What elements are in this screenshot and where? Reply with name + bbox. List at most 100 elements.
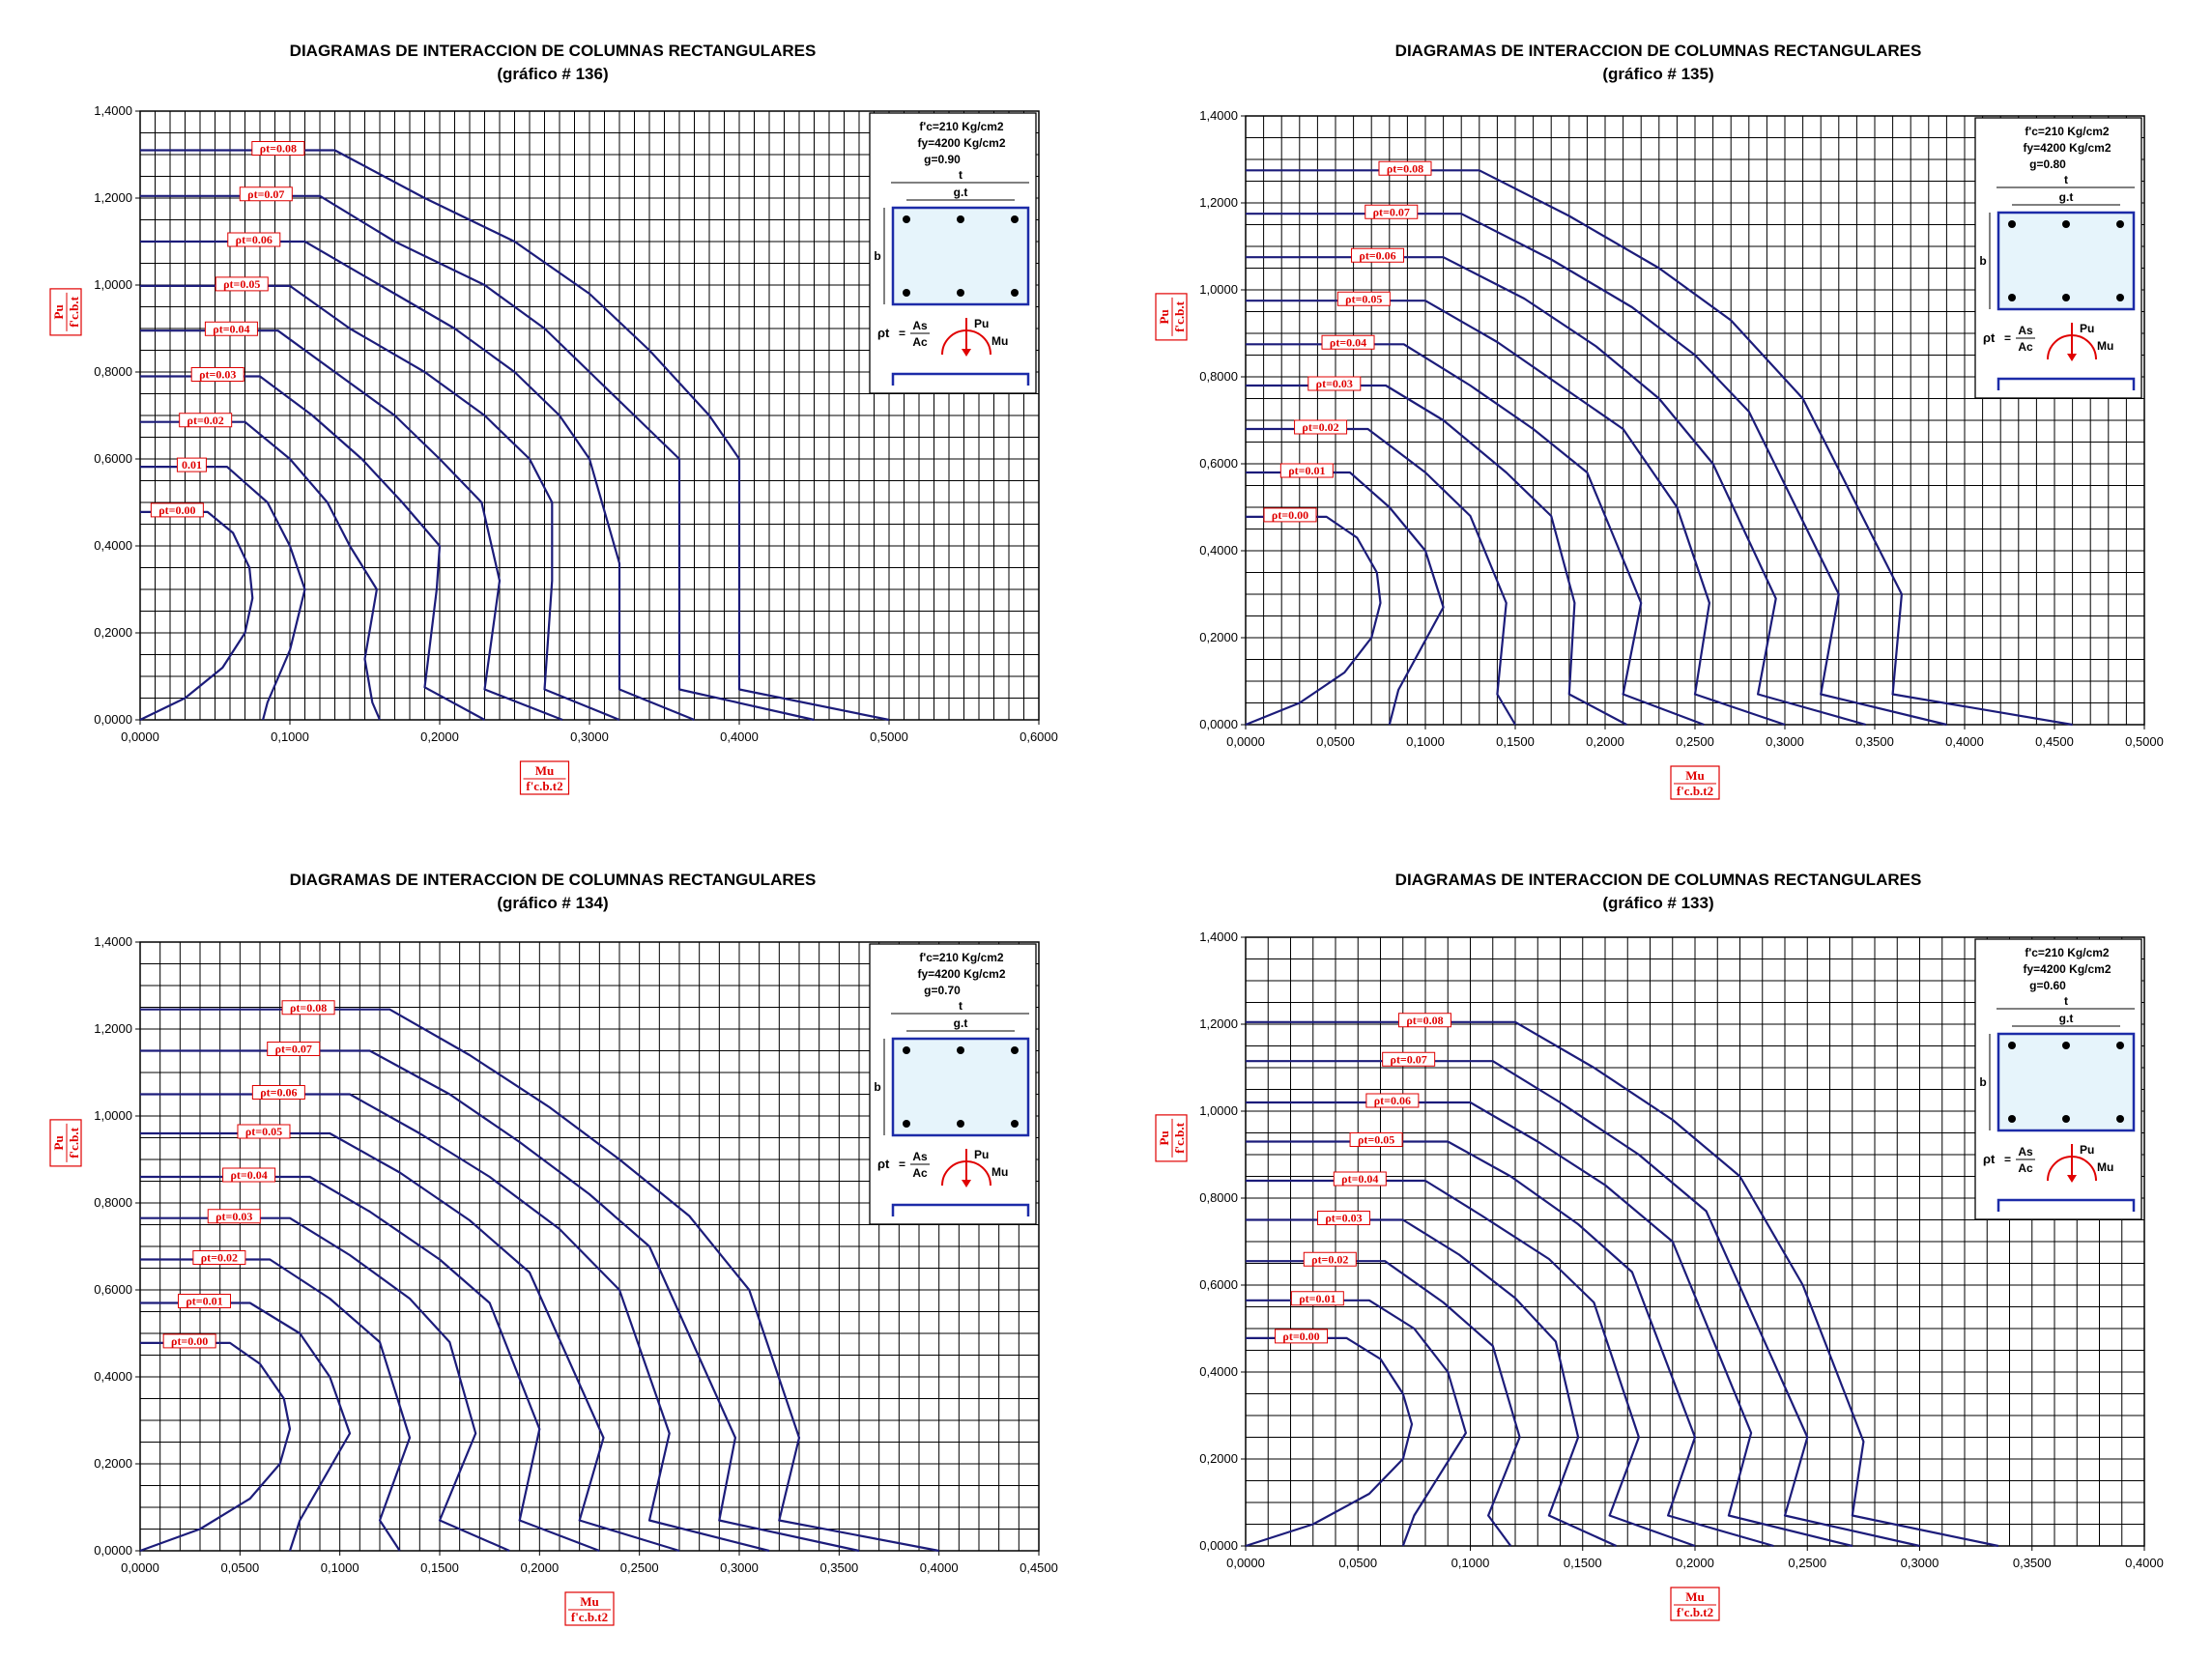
- dim-label-b: b: [1979, 1075, 1986, 1089]
- y-axis-label-den: f'c.b.t: [1172, 300, 1187, 331]
- series-label-box: [239, 186, 293, 202]
- rebar-dot: [903, 289, 910, 297]
- x-tick-label: 0,4000: [920, 1560, 959, 1575]
- series-label: ρt=0.08: [1378, 160, 1432, 176]
- series-label-box: [222, 1167, 276, 1183]
- series-line: [1246, 427, 1516, 726]
- y-axis-label-num: Pu: [51, 304, 66, 319]
- rebar-dot: [2116, 1115, 2124, 1123]
- mu-label: Mu: [991, 334, 1008, 348]
- legend-fc: f'c=210 Kg/cm2: [919, 120, 1004, 133]
- series-line: [1245, 1336, 1414, 1548]
- rho-den: Ac: [912, 1166, 928, 1180]
- dim-label-gt: g.t: [2059, 1012, 2074, 1025]
- x-axis-label-den: f'c.b.t2: [571, 1610, 608, 1624]
- chart-svg: DIAGRAMAS DE INTERACCION DE COLUMNAS REC…: [1155, 871, 2164, 1621]
- series-label-text: ρt=0.00: [158, 503, 195, 517]
- series-label-box: [204, 321, 258, 336]
- y-tick-label: 0,2000: [1199, 1451, 1238, 1466]
- series-label: ρt=0.01: [1290, 1291, 1344, 1306]
- series-label: ρt=0.07: [1382, 1051, 1436, 1067]
- chart-subtitle: (gráfico # 134): [497, 894, 608, 912]
- x-tick-label: 0,0000: [121, 1560, 159, 1575]
- x-tick-label: 0,2500: [1788, 1556, 1826, 1570]
- mu-arc: [941, 1160, 991, 1187]
- y-axis-label: Pu f'c.b.t: [1155, 1114, 1188, 1162]
- rebar-dot: [2008, 220, 2016, 228]
- series-label-text: ρt=0.01: [1288, 464, 1325, 477]
- chart-title: DIAGRAMAS DE INTERACCION DE COLUMNAS REC…: [290, 871, 817, 889]
- series-label: ρt=0.04: [1333, 1171, 1387, 1187]
- chart-title: DIAGRAMAS DE INTERACCION DE COLUMNAS REC…: [290, 42, 817, 60]
- chart-subtitle: (gráfico # 135): [1602, 65, 1713, 83]
- series-label-text: ρt=0.07: [275, 1043, 312, 1056]
- chart-panel-136: DIAGRAMAS DE INTERACCION DE COLUMNAS REC…: [0, 0, 1106, 829]
- series-label-box: [1307, 376, 1362, 391]
- dim-label-t: t: [959, 168, 962, 182]
- x-tick-label: 0,5000: [2125, 734, 2164, 749]
- x-tick-label: 0,1000: [1406, 734, 1445, 749]
- series-label: ρt=0.08: [281, 1000, 335, 1015]
- y-tick-label: 0,2000: [94, 1456, 132, 1471]
- series-line: [140, 1093, 770, 1553]
- series-label: ρt=0.03: [1307, 376, 1362, 391]
- series-label-box: [1365, 1093, 1420, 1108]
- rebar-dot: [903, 1120, 910, 1128]
- series-group: ρt=0.00 ρt=0.01 ρt=0.02 ρt=0.03 ρt=0.04 ρt=0.…: [139, 1000, 939, 1553]
- series-line: [140, 1258, 412, 1552]
- series-label-box: [1336, 291, 1391, 306]
- dim-label-gt: g.t: [2059, 190, 2074, 204]
- mu-label: Mu: [2097, 339, 2113, 353]
- series-line: [1245, 515, 1382, 727]
- rho-symbol: ρt: [877, 326, 890, 340]
- y-tick-label: 1,4000: [1199, 930, 1238, 944]
- series-label-text: ρt=0.03: [1325, 1212, 1362, 1225]
- series-label-text: ρt=0.08: [1406, 1014, 1443, 1027]
- y-tick-label: 0,4000: [1199, 543, 1238, 558]
- chart-title: DIAGRAMAS DE INTERACCION DE COLUMNAS REC…: [1395, 42, 1922, 60]
- section-bottom-mark: [1997, 377, 2136, 390]
- y-tick-label: 0,0000: [1199, 717, 1238, 731]
- y-axis-label-box: [1155, 293, 1188, 341]
- series-label-box: [251, 141, 305, 156]
- series-line: [1246, 213, 1947, 727]
- dim-label-t: t: [959, 999, 962, 1013]
- chart-panel-135: DIAGRAMAS DE INTERACCION DE COLUMNAS REC…: [1106, 0, 2211, 829]
- series-label: ρt=0.01: [178, 1294, 232, 1308]
- series-line: [1246, 256, 1866, 727]
- series-label: ρt=0.08: [1397, 1013, 1451, 1028]
- rebar-dot: [1011, 215, 1019, 223]
- y-axis-label-box: [49, 1119, 82, 1167]
- x-tick-label: 0,2500: [1676, 734, 1714, 749]
- chart-subtitle: (gráfico # 136): [497, 65, 608, 83]
- x-tick-label: 0,4000: [1945, 734, 1984, 749]
- dim-label-b: b: [874, 1080, 880, 1094]
- x-tick-label: 0,3500: [819, 1560, 858, 1575]
- y-axis-label: Pu f'c.b.t: [1155, 293, 1188, 341]
- series-label-box: [162, 1333, 216, 1349]
- series-label-text: ρt=0.08: [1387, 161, 1423, 175]
- series-label-box: [251, 1085, 305, 1100]
- series-label: ρt=0.05: [1349, 1132, 1403, 1147]
- section-bottom-mark: [1997, 1198, 2136, 1212]
- series-label: ρt=0.07: [1365, 204, 1419, 219]
- x-axis-label: Muf'c.b.t2: [1670, 765, 1720, 800]
- series-label: ρt=0.04: [1321, 334, 1375, 350]
- rebar-dot: [1011, 1046, 1019, 1054]
- x-tick-label: 0,0000: [121, 729, 159, 744]
- series-label-text: ρt=0.02: [201, 1251, 238, 1265]
- series-label: ρt=0.03: [190, 367, 244, 382]
- series-label: ρt=0.03: [1317, 1211, 1371, 1225]
- x-tick-label: 0,5000: [870, 729, 908, 744]
- pu-label: Pu: [2080, 1143, 2094, 1157]
- series-label: ρt=0.05: [215, 276, 269, 292]
- legend-fy: fy=4200 Kg/cm2: [917, 136, 1005, 150]
- legend-fc: f'c=210 Kg/cm2: [2025, 946, 2110, 959]
- series-label-text: ρt=0.07: [1373, 205, 1410, 218]
- series-line: [140, 284, 620, 722]
- series-label-text: ρt=0.06: [1359, 248, 1395, 262]
- y-tick-label: 0,6000: [1199, 1277, 1238, 1292]
- series-label-text: ρt=0.02: [1311, 1252, 1348, 1266]
- column-section: [1997, 1032, 2136, 1132]
- series-label-box: [215, 276, 269, 292]
